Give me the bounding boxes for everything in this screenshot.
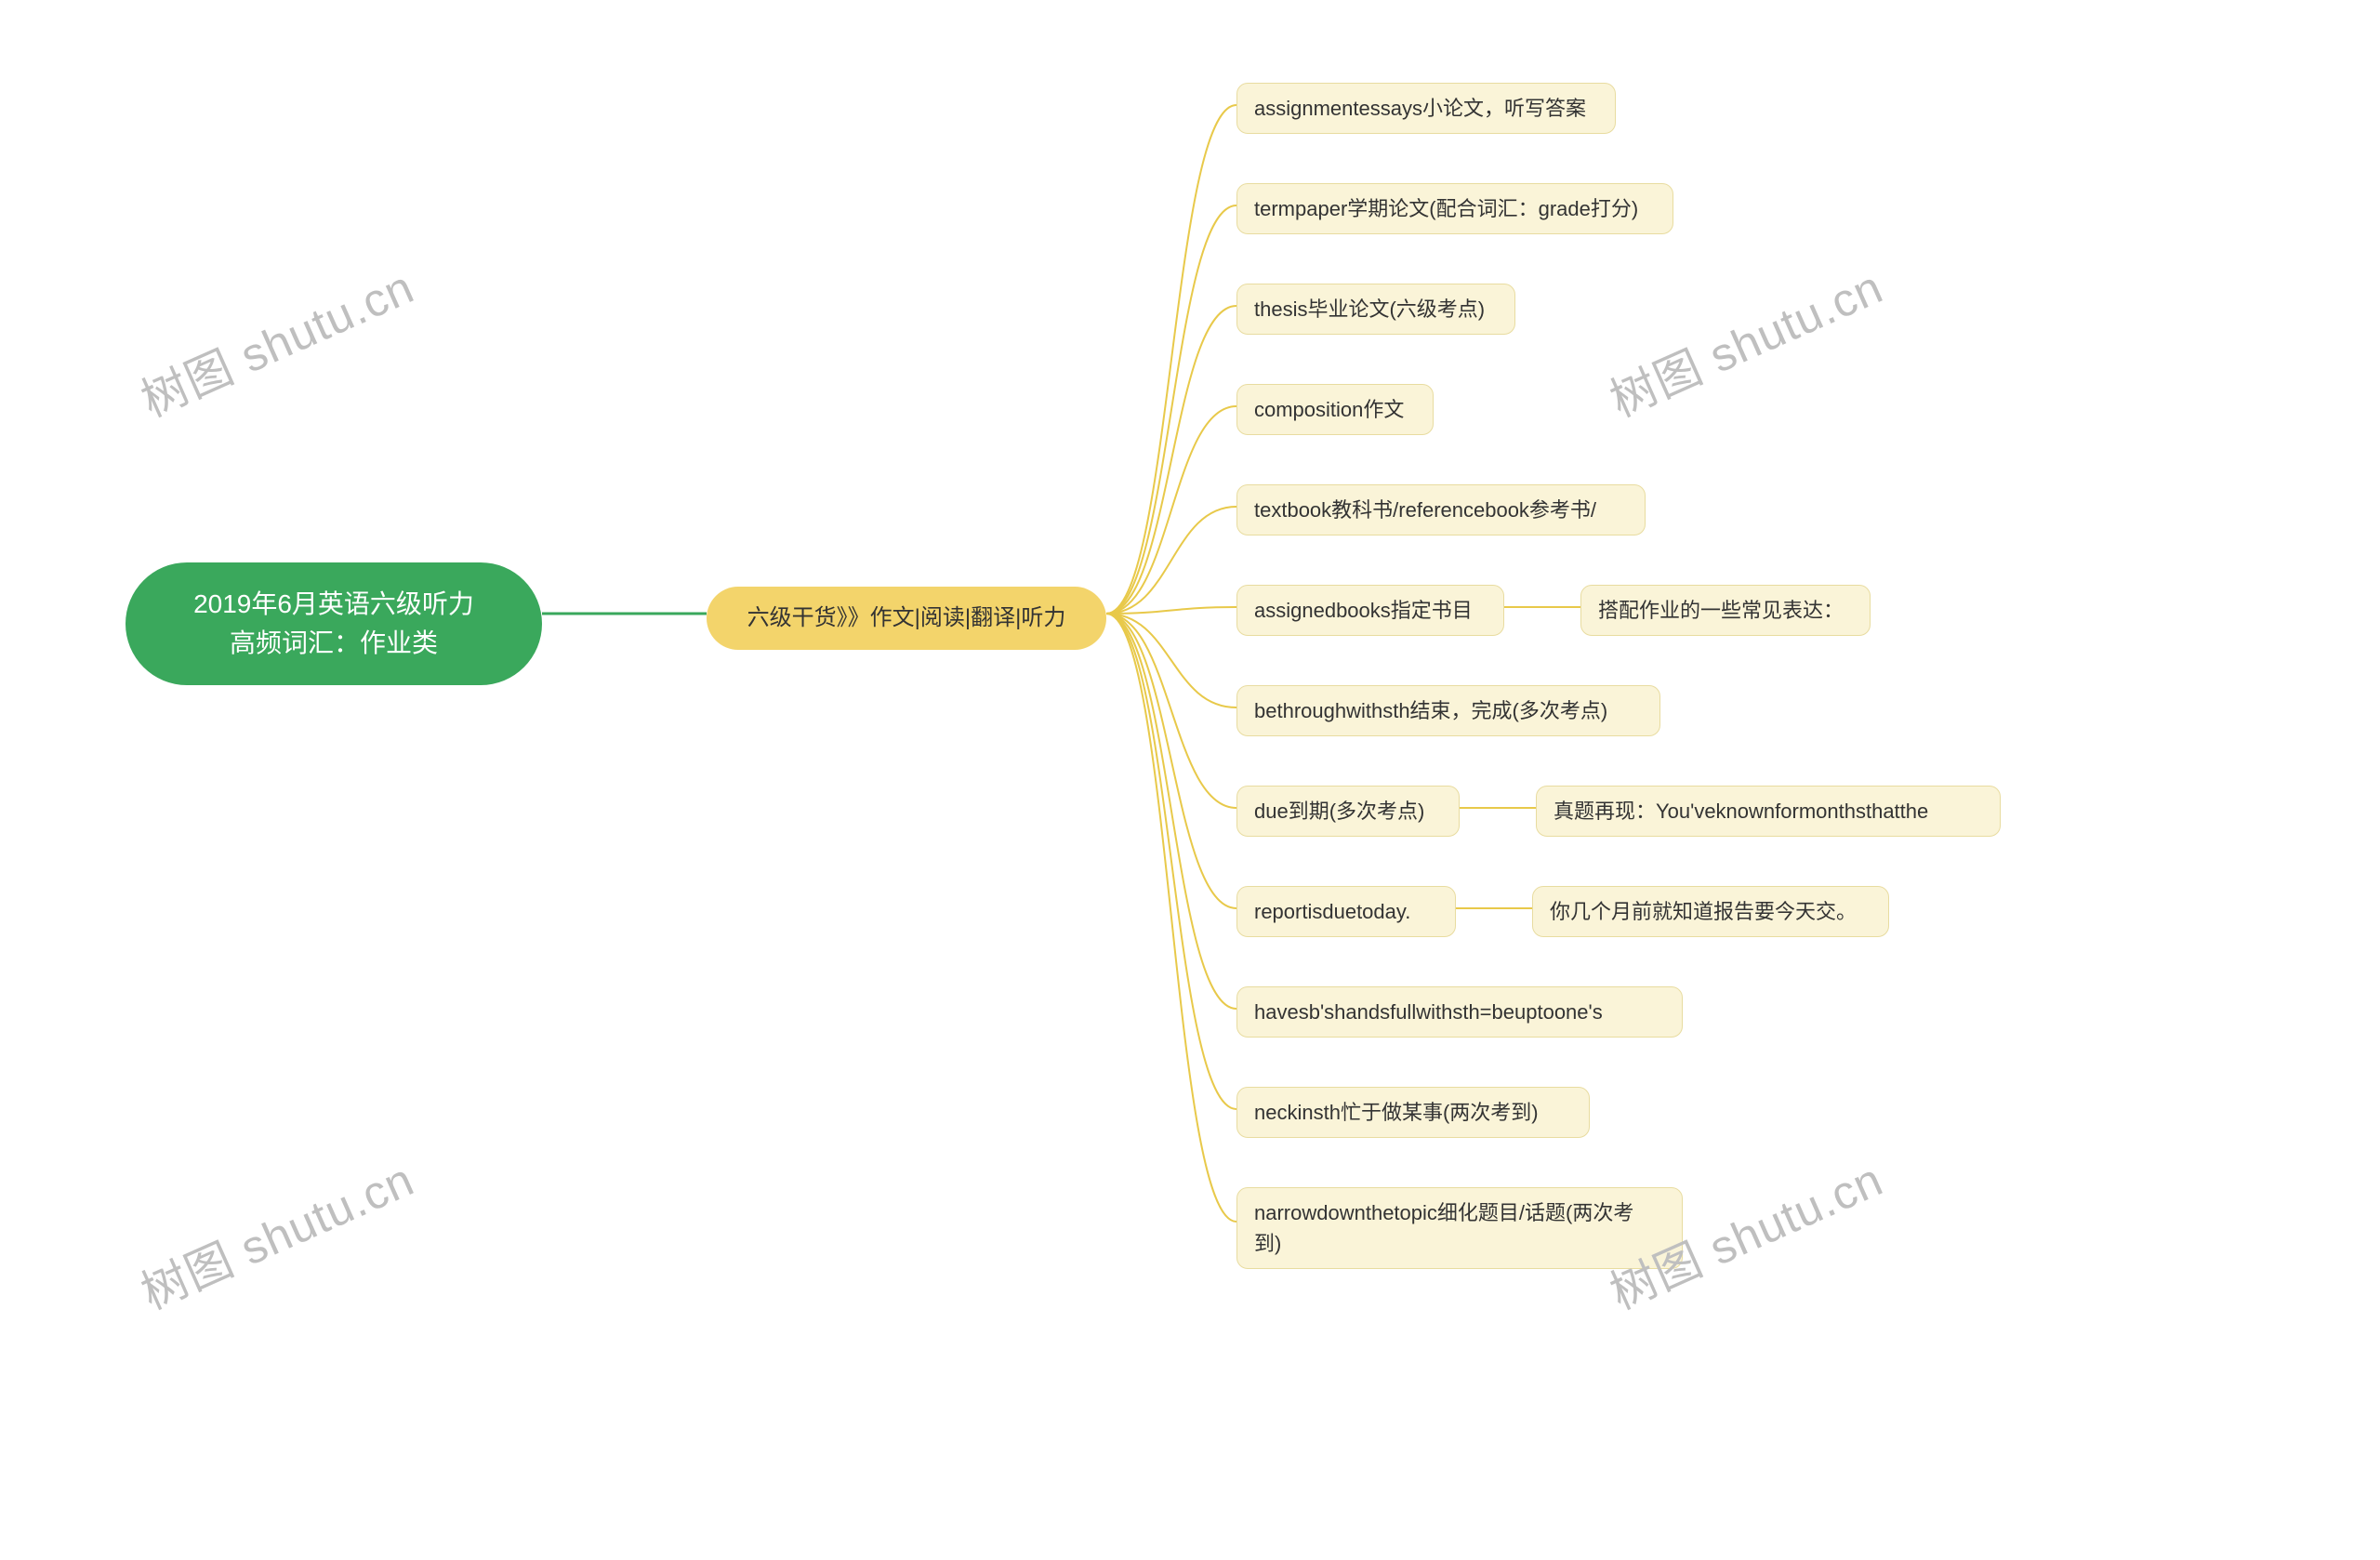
leaf-node[interactable]: due到期(多次考点) (1236, 786, 1460, 837)
node-label: textbook教科书/referencebook参考书/ (1254, 495, 1596, 525)
canvas-background (0, 0, 2380, 1560)
leaf-node[interactable]: narrowdownthetopic细化题目/话题(两次考 到) (1236, 1187, 1683, 1269)
leaf-node[interactable]: 真题再现：You'veknownformonthsthatthe (1536, 786, 2001, 837)
node-label: havesb'shandsfullwithsth=beuptoone's (1254, 997, 1603, 1027)
leaf-node[interactable]: assignmentessays小论文，听写答案 (1236, 83, 1616, 134)
node-label: due到期(多次考点) (1254, 796, 1424, 826)
node-label: assignmentessays小论文，听写答案 (1254, 93, 1586, 124)
leaf-node[interactable]: reportisduetoday. (1236, 886, 1456, 937)
root-node[interactable]: 2019年6月英语六级听力 高频词汇：作业类 (126, 562, 542, 685)
leaf-node[interactable]: thesis毕业论文(六级考点) (1236, 284, 1515, 335)
node-label: 2019年6月英语六级听力 高频词汇：作业类 (193, 585, 474, 663)
leaf-node[interactable]: 搭配作业的一些常见表达： (1580, 585, 1871, 636)
node-label: 你几个月前就知道报告要今天交。 (1550, 896, 1857, 927)
branch-node[interactable]: 六级干货》》作文|阅读|翻译|听力 (707, 587, 1106, 650)
node-label: thesis毕业论文(六级考点) (1254, 294, 1485, 324)
leaf-node[interactable]: bethroughwithsth结束，完成(多次考点) (1236, 685, 1660, 736)
node-label: 六级干货》》作文|阅读|翻译|听力 (747, 602, 1066, 635)
leaf-node[interactable]: neckinsth忙于做某事(两次考到) (1236, 1087, 1590, 1138)
node-label: termpaper学期论文(配合词汇：grade打分) (1254, 193, 1638, 224)
leaf-node[interactable]: havesb'shandsfullwithsth=beuptoone's (1236, 986, 1683, 1038)
node-label: 真题再现：You'veknownformonthsthatthe (1554, 796, 1928, 826)
leaf-node[interactable]: textbook教科书/referencebook参考书/ (1236, 484, 1646, 535)
leaf-node[interactable]: assignedbooks指定书目 (1236, 585, 1504, 636)
node-label: composition作文 (1254, 394, 1404, 425)
leaf-node[interactable]: 你几个月前就知道报告要今天交。 (1532, 886, 1889, 937)
node-label: 搭配作业的一些常见表达： (1598, 595, 1844, 626)
node-label: neckinsth忙于做某事(两次考到) (1254, 1097, 1539, 1128)
node-label: assignedbooks指定书目 (1254, 595, 1473, 626)
node-label: narrowdownthetopic细化题目/话题(两次考 到) (1254, 1197, 1633, 1259)
leaf-node[interactable]: termpaper学期论文(配合词汇：grade打分) (1236, 183, 1673, 234)
leaf-node[interactable]: composition作文 (1236, 384, 1434, 435)
node-label: bethroughwithsth结束，完成(多次考点) (1254, 695, 1607, 726)
node-label: reportisduetoday. (1254, 896, 1410, 927)
